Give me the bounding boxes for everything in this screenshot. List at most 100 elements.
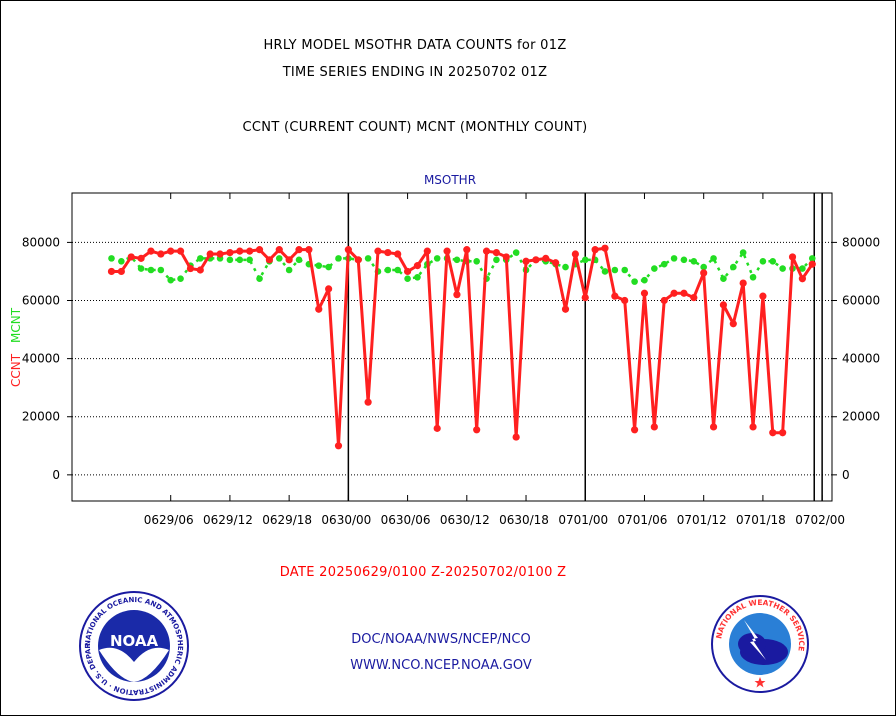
data-point-mcnt <box>325 263 332 271</box>
data-point-ccnt <box>611 292 619 300</box>
data-point-mcnt <box>384 266 392 274</box>
data-point-ccnt <box>749 423 757 431</box>
data-point-ccnt <box>621 296 629 305</box>
x-tick-label: 0629/18 <box>262 513 312 527</box>
data-point-ccnt <box>719 301 728 309</box>
x-tick-label: 0630/12 <box>440 513 490 527</box>
data-point-ccnt <box>650 423 658 431</box>
data-point-mcnt <box>493 256 500 264</box>
data-point-ccnt <box>394 250 402 258</box>
data-point-mcnt <box>700 263 707 271</box>
data-point-mcnt <box>414 273 421 281</box>
data-point-ccnt <box>779 429 787 437</box>
data-point-ccnt <box>167 247 175 255</box>
data-point-mcnt <box>562 263 569 271</box>
data-point-ccnt <box>463 246 471 254</box>
data-point-ccnt <box>147 247 155 255</box>
x-tick-label: 0629/06 <box>144 513 194 527</box>
data-point-ccnt <box>769 429 777 437</box>
data-point-ccnt <box>315 305 323 313</box>
y-tick-label-left: 20000 <box>22 410 60 424</box>
data-point-mcnt <box>512 249 520 256</box>
data-point-ccnt <box>186 264 195 273</box>
data-point-ccnt <box>482 247 491 255</box>
x-tick-label: 0701/06 <box>618 513 668 527</box>
data-point-ccnt <box>739 279 747 287</box>
url-label: WWW.NCO.NCEP.NOAA.GOV <box>350 658 532 673</box>
x-tick-label: 0629/12 <box>203 513 253 527</box>
data-point-mcnt <box>601 268 609 275</box>
ylabel-ccnt: CCNT <box>9 353 23 387</box>
data-point-ccnt <box>561 305 570 313</box>
data-point-mcnt <box>236 256 244 264</box>
x-tick-label: 0701/12 <box>677 513 727 527</box>
data-point-mcnt <box>759 257 767 265</box>
chart-header-line1: HRLY MODEL MSOTHR DATA COUNTS for 01Z <box>263 38 567 53</box>
data-point-mcnt <box>197 255 204 262</box>
data-point-ccnt <box>236 247 244 255</box>
data-point-mcnt <box>335 255 342 262</box>
plot-area-frame <box>71 192 833 502</box>
data-point-ccnt <box>808 260 816 268</box>
y-tick-label-right: 20000 <box>842 410 880 424</box>
data-point-mcnt <box>660 260 668 268</box>
data-point-ccnt <box>532 256 540 264</box>
data-point-mcnt <box>394 266 402 274</box>
data-point-ccnt <box>581 294 589 302</box>
org-label: DOC/NOAA/NWS/NCEP/NCO <box>351 632 531 647</box>
data-point-ccnt <box>492 248 501 257</box>
data-point-mcnt <box>364 255 372 262</box>
y-tick-label-left: 80000 <box>22 235 60 249</box>
data-point-ccnt <box>660 296 668 305</box>
series-line-ccnt <box>111 246 814 448</box>
data-point-ccnt <box>423 247 431 255</box>
y-tick-label-right: 0 <box>842 468 850 482</box>
grid-layer <box>72 193 832 501</box>
data-point-ccnt <box>374 247 382 255</box>
data-point-ccnt <box>413 262 422 270</box>
y-tick-label-left: 40000 <box>22 352 60 366</box>
axis-layer: 0 0 20000 20000 40000 40000 60000 60000 80000 800… <box>22 193 880 527</box>
data-point-mcnt <box>720 275 727 283</box>
data-point-mcnt <box>779 265 786 272</box>
data-point-mcnt <box>631 278 638 285</box>
data-point-mcnt <box>611 266 619 274</box>
data-point-mcnt <box>295 256 303 264</box>
data-point-mcnt <box>799 265 806 272</box>
data-point-mcnt <box>167 276 175 284</box>
data-point-ccnt <box>443 247 451 255</box>
data-point-mcnt <box>641 276 648 284</box>
data-point-ccnt <box>709 423 718 431</box>
data-point-mcnt <box>246 256 253 264</box>
data-point-ccnt <box>512 433 520 441</box>
data-point-ccnt <box>630 426 639 434</box>
data-point-mcnt <box>275 255 283 262</box>
x-tick-label: 0701/18 <box>736 513 786 527</box>
data-point-mcnt <box>621 266 629 274</box>
series-ccnt <box>107 244 816 450</box>
data-point-ccnt <box>295 246 303 254</box>
x-tick-label: 0630/18 <box>499 513 549 527</box>
data-point-ccnt <box>433 424 441 432</box>
data-point-ccnt <box>107 267 116 276</box>
data-point-ccnt <box>798 275 806 283</box>
data-point-ccnt <box>690 294 698 302</box>
data-point-mcnt <box>157 266 165 274</box>
y-tick-label-left: 0 <box>52 468 60 482</box>
data-point-ccnt <box>759 292 767 300</box>
data-point-mcnt <box>177 275 184 283</box>
data-point-ccnt <box>453 291 461 299</box>
noaa-logo: NATIONAL OCEANIC AND ATMOSPHERIC ADMINIS… <box>78 590 189 701</box>
data-point-mcnt <box>226 256 234 264</box>
data-point-mcnt <box>670 255 678 262</box>
data-point-mcnt <box>808 255 816 262</box>
x-tick-label: 0630/06 <box>381 513 431 527</box>
data-point-mcnt <box>433 255 441 262</box>
x-tick-label: 0630/00 <box>321 513 371 527</box>
data-point-ccnt <box>246 247 254 255</box>
data-point-ccnt <box>176 247 185 255</box>
y-tick-label-right: 80000 <box>842 235 880 249</box>
data-point-ccnt <box>325 285 333 293</box>
data-point-ccnt <box>680 289 688 297</box>
y-tick-label-right: 40000 <box>842 352 880 366</box>
